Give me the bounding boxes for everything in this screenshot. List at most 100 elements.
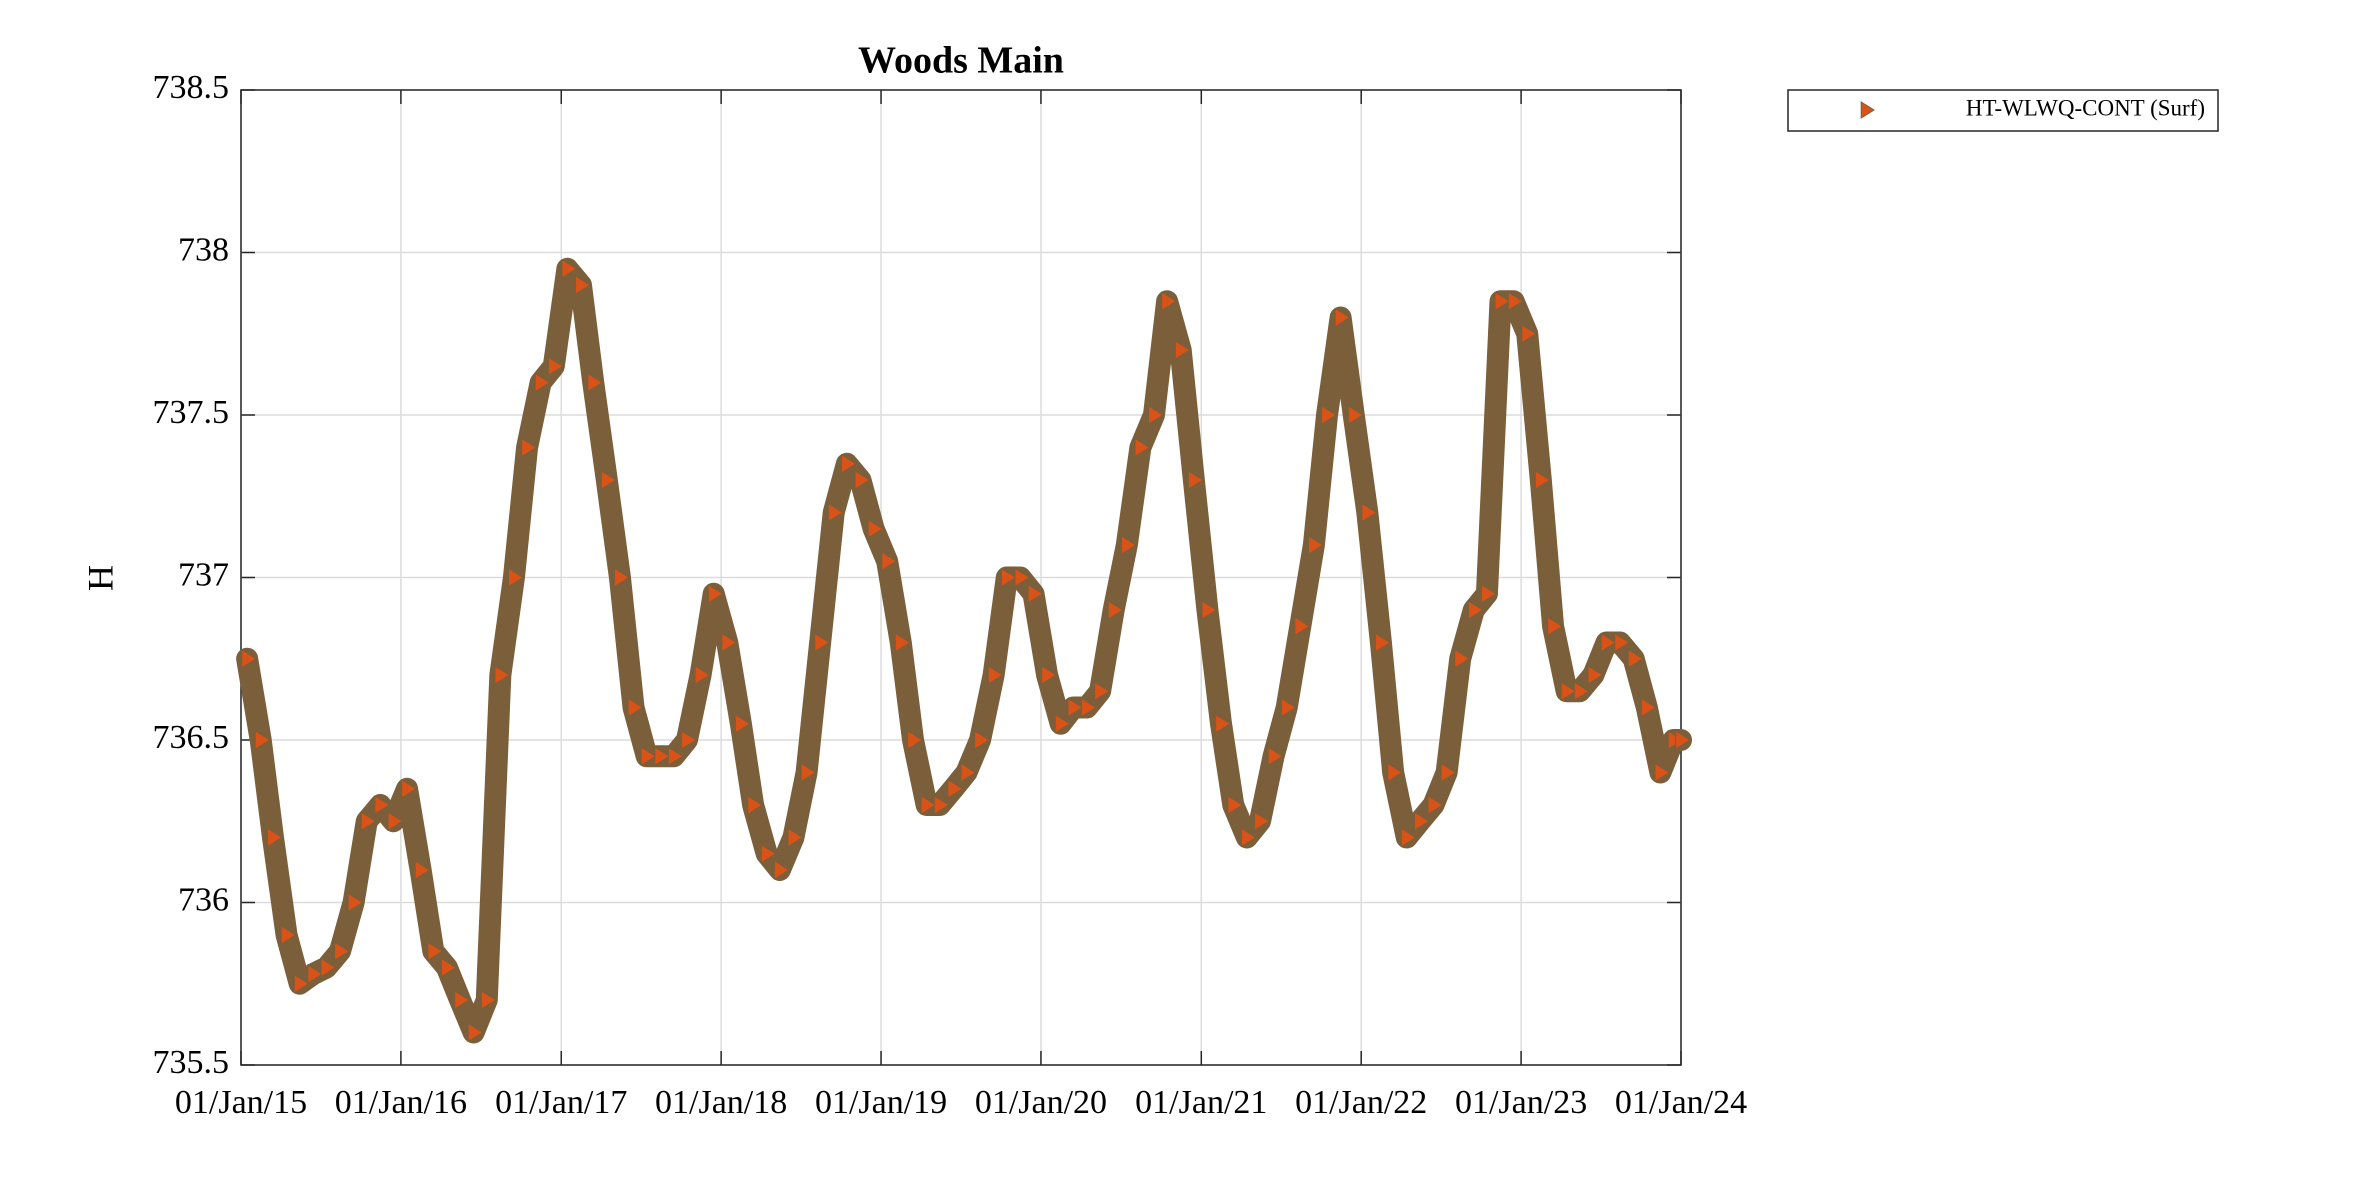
- y-tick-label: 737: [178, 556, 229, 593]
- x-tick-label: 01/Jan/22: [1295, 1084, 1427, 1121]
- data-point: [920, 795, 937, 815]
- data-point: [773, 860, 790, 880]
- series-band: [236, 257, 1692, 1044]
- data-point: [760, 843, 777, 864]
- y-tick-label: 736: [178, 881, 229, 918]
- data-point: [347, 892, 364, 913]
- data-point: [1215, 713, 1231, 734]
- data-point: [320, 957, 337, 978]
- data-point: [467, 1022, 484, 1043]
- data-point: [974, 730, 991, 750]
- data-point: [374, 795, 391, 815]
- data-point: [1427, 795, 1444, 815]
- legend-label: HT-WLWQ-CONT (Surf): [1966, 95, 2205, 120]
- data-point: [1414, 811, 1430, 832]
- x-tick-label: 01/Jan/21: [1135, 1084, 1267, 1121]
- data-point: [600, 470, 617, 490]
- x-tick-label: 01/Jan/20: [975, 1084, 1107, 1121]
- data-point: [241, 648, 258, 669]
- data-point: [1560, 681, 1577, 702]
- legend: HT-WLWQ-CONT (Surf): [1787, 89, 2219, 132]
- data-point: [494, 665, 511, 685]
- data-point: [575, 275, 591, 295]
- data-point: [293, 973, 310, 994]
- data-point: [1614, 632, 1631, 653]
- chart-title: Woods Main: [858, 40, 1064, 82]
- data-point: [1361, 502, 1378, 523]
- data-point: [747, 795, 764, 815]
- data-point: [1334, 307, 1351, 328]
- data-point: [360, 811, 377, 832]
- data-point: [561, 258, 578, 279]
- data-point: [707, 583, 724, 604]
- data-point: [1640, 697, 1657, 718]
- data-point: [614, 567, 630, 588]
- data-point: [1054, 713, 1071, 734]
- data-point: [1440, 762, 1457, 783]
- x-tick-label: 01/Jan/16: [335, 1084, 467, 1121]
- data-point: [734, 713, 751, 734]
- data-point: [1148, 405, 1164, 425]
- data-point: [827, 502, 844, 523]
- data-point: [721, 632, 738, 653]
- x-tick-label: 01/Jan/19: [815, 1084, 947, 1121]
- data-point: [1627, 648, 1644, 669]
- data-point: [1534, 470, 1551, 490]
- data-point: [480, 990, 497, 1010]
- x-tick-label: 01/Jan/23: [1455, 1084, 1587, 1121]
- data-point: [814, 632, 831, 653]
- data-point: [1107, 600, 1124, 620]
- data-point: [1467, 600, 1484, 620]
- data-point: [867, 518, 884, 539]
- data-point: [441, 957, 457, 978]
- y-tick-label: 736.5: [153, 719, 230, 756]
- data-point: [933, 795, 950, 815]
- y-axis-label: H: [80, 565, 120, 591]
- data-point: [307, 964, 324, 984]
- data-point: [627, 697, 644, 718]
- data-point: [640, 746, 657, 767]
- data-point: [1521, 323, 1538, 344]
- data-point: [1675, 730, 1691, 750]
- data-point: [1014, 567, 1031, 588]
- data-point: [534, 372, 551, 393]
- data-point: [1654, 762, 1671, 783]
- data-point: [1027, 583, 1044, 604]
- data-point: [387, 811, 404, 832]
- x-tick-label: 01/Jan/15: [175, 1084, 307, 1121]
- data-point: [987, 665, 1004, 685]
- data-point: [521, 437, 538, 458]
- data-point: [587, 372, 604, 393]
- legend-marker: [1860, 101, 1875, 119]
- data-point: [1161, 291, 1178, 312]
- data-point: [1280, 697, 1297, 718]
- data-point: [787, 827, 804, 848]
- data-point: [1201, 600, 1218, 620]
- data-point: [254, 730, 271, 750]
- x-tick-label: 01/Jan/24: [1615, 1084, 1747, 1121]
- data-point: [681, 730, 697, 750]
- data-point: [947, 778, 964, 799]
- data-point: [401, 778, 417, 799]
- data-point: [1094, 681, 1111, 702]
- plot-frame: [240, 89, 1682, 1066]
- y-tick-label: 738: [178, 231, 229, 268]
- data-point: [694, 665, 711, 685]
- data-point: [667, 746, 684, 767]
- data-point: [800, 762, 817, 783]
- data-point: [1387, 762, 1404, 783]
- data-point: [414, 860, 431, 880]
- data-point: [1081, 697, 1097, 718]
- y-tick-label: 737.5: [153, 394, 230, 431]
- data-point: [1294, 616, 1311, 637]
- data-point: [1573, 681, 1590, 702]
- data-point: [907, 730, 923, 750]
- data-point: [1454, 648, 1471, 669]
- data-point: [1400, 827, 1417, 848]
- data-point: [654, 746, 671, 767]
- x-tick-label: 01/Jan/17: [495, 1084, 627, 1121]
- legend-box: [1787, 89, 2219, 132]
- data-point: [1600, 632, 1617, 653]
- data-point: [454, 990, 470, 1010]
